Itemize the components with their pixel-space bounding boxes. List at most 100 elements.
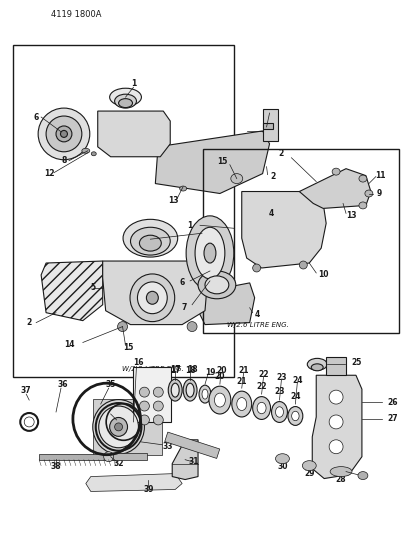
Polygon shape xyxy=(103,261,208,325)
Text: 23: 23 xyxy=(276,373,287,382)
Text: 25: 25 xyxy=(351,358,361,367)
Circle shape xyxy=(299,261,307,269)
Text: W/2.6 LITRE ENG.: W/2.6 LITRE ENG. xyxy=(227,321,288,328)
Text: 30: 30 xyxy=(277,462,288,471)
Ellipse shape xyxy=(110,88,142,106)
Ellipse shape xyxy=(202,389,208,399)
Text: 2: 2 xyxy=(27,318,32,327)
Text: 1: 1 xyxy=(219,229,224,238)
Text: 13: 13 xyxy=(346,211,356,220)
Text: 29: 29 xyxy=(304,469,315,478)
Polygon shape xyxy=(165,432,220,458)
Text: 12: 12 xyxy=(44,169,54,178)
Bar xyxy=(133,367,171,422)
Ellipse shape xyxy=(292,411,299,421)
Circle shape xyxy=(140,387,149,397)
Text: 1: 1 xyxy=(131,79,136,88)
Text: 22: 22 xyxy=(258,370,269,379)
Ellipse shape xyxy=(332,168,340,175)
Text: 21: 21 xyxy=(237,377,247,386)
Text: 16: 16 xyxy=(133,358,144,367)
Circle shape xyxy=(140,401,149,411)
Text: 4: 4 xyxy=(255,310,260,319)
Ellipse shape xyxy=(205,276,229,294)
Ellipse shape xyxy=(24,417,34,427)
Circle shape xyxy=(153,401,163,411)
Polygon shape xyxy=(198,283,255,325)
Ellipse shape xyxy=(186,216,234,290)
Polygon shape xyxy=(86,474,182,491)
Circle shape xyxy=(118,321,128,332)
Text: 9: 9 xyxy=(376,189,381,198)
Text: 31: 31 xyxy=(189,457,200,466)
Text: 21: 21 xyxy=(239,366,249,375)
Polygon shape xyxy=(98,111,170,157)
Ellipse shape xyxy=(137,282,167,314)
Text: 36: 36 xyxy=(58,379,68,389)
Circle shape xyxy=(253,264,261,272)
Polygon shape xyxy=(299,168,371,208)
Ellipse shape xyxy=(56,126,72,142)
Circle shape xyxy=(329,440,343,454)
Text: 3: 3 xyxy=(272,109,277,118)
Polygon shape xyxy=(155,131,270,193)
Ellipse shape xyxy=(183,379,197,401)
Polygon shape xyxy=(41,261,103,321)
Text: 38: 38 xyxy=(51,462,61,471)
Circle shape xyxy=(329,415,343,429)
Bar xyxy=(263,109,279,141)
Ellipse shape xyxy=(198,271,236,299)
Ellipse shape xyxy=(330,466,352,477)
Bar xyxy=(93,399,162,455)
Text: 37: 37 xyxy=(21,386,31,394)
Bar xyxy=(13,45,234,377)
Ellipse shape xyxy=(302,461,316,471)
Bar xyxy=(39,454,117,459)
Ellipse shape xyxy=(115,423,122,431)
Ellipse shape xyxy=(359,175,367,182)
Text: 33: 33 xyxy=(163,442,173,451)
Ellipse shape xyxy=(91,152,96,156)
Ellipse shape xyxy=(257,402,266,414)
Ellipse shape xyxy=(123,219,177,257)
Ellipse shape xyxy=(140,235,161,251)
Text: 1: 1 xyxy=(187,221,193,230)
Circle shape xyxy=(153,415,163,425)
Text: 10: 10 xyxy=(318,270,328,279)
Text: 4: 4 xyxy=(269,209,274,218)
Ellipse shape xyxy=(146,292,158,304)
Circle shape xyxy=(153,387,163,397)
Text: 19: 19 xyxy=(205,368,215,377)
Text: 24: 24 xyxy=(292,376,303,385)
Text: 20: 20 xyxy=(215,372,225,381)
Ellipse shape xyxy=(275,454,289,464)
Ellipse shape xyxy=(365,190,373,197)
Circle shape xyxy=(329,390,343,404)
Bar xyxy=(263,123,273,129)
Ellipse shape xyxy=(130,274,175,321)
Ellipse shape xyxy=(168,379,182,401)
Circle shape xyxy=(187,321,197,332)
Text: 23: 23 xyxy=(274,387,285,396)
Polygon shape xyxy=(242,191,326,268)
Text: 14: 14 xyxy=(64,340,74,349)
Text: 34: 34 xyxy=(113,413,124,422)
Text: 11: 11 xyxy=(375,171,386,180)
Ellipse shape xyxy=(60,131,67,138)
Text: 6: 6 xyxy=(180,278,185,287)
Text: 13: 13 xyxy=(168,196,178,205)
Text: 17: 17 xyxy=(170,365,180,374)
Text: 20: 20 xyxy=(217,366,227,375)
Text: 7: 7 xyxy=(182,303,187,312)
Ellipse shape xyxy=(110,417,128,437)
Ellipse shape xyxy=(272,401,287,423)
Text: 8: 8 xyxy=(61,156,67,165)
Text: 15: 15 xyxy=(217,157,227,166)
Text: 32: 32 xyxy=(113,459,124,468)
Ellipse shape xyxy=(237,398,247,410)
Ellipse shape xyxy=(171,383,179,397)
Bar xyxy=(326,358,346,375)
Ellipse shape xyxy=(46,116,82,152)
Ellipse shape xyxy=(204,243,216,263)
Ellipse shape xyxy=(186,383,194,397)
